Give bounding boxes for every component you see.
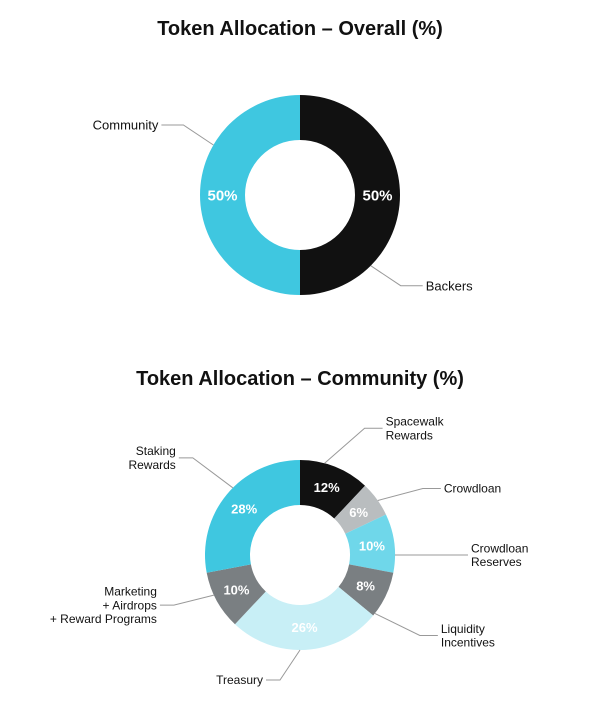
slice-percent-label: 10% <box>359 538 385 553</box>
slice-category-label: LiquidityIncentives <box>441 622 495 650</box>
slice-category-label: Treasury <box>216 673 263 687</box>
slice-category-label: SpacewalkRewards <box>386 415 445 443</box>
slice-percent-label: 6% <box>349 505 368 520</box>
slice-percent-label: 12% <box>314 480 340 495</box>
donut-slice <box>205 460 300 573</box>
slice-category-label: Crowdloan <box>444 482 501 496</box>
leader-line <box>378 489 441 501</box>
page: Token Allocation – Overall (%) 50%50%Bac… <box>0 0 600 702</box>
leader-line <box>160 595 214 605</box>
slice-category-label: CrowdloanReserves <box>471 541 528 569</box>
slice-category-label: Community <box>93 118 159 133</box>
chart2-donut: 12% 6% 10% 8% 26% 10% 28% SpacewalkRewards Crowd… <box>0 360 600 702</box>
slice-percent-label: 28% <box>231 501 257 516</box>
leader-line <box>179 458 233 488</box>
slice-percent-label: 26% <box>292 620 318 635</box>
slice-percent-label: 50% <box>362 187 392 204</box>
leader-line <box>371 266 423 286</box>
leader-line <box>161 125 213 145</box>
chart1-donut: 50% 50% Backers Community <box>0 0 600 360</box>
slice-category-label: StakingRewards <box>128 444 175 472</box>
slice-category-label: Marketing+ Airdrops+ Reward Programs <box>50 585 157 627</box>
slice-category-label: Backers <box>426 278 473 293</box>
slice-percent-label: 8% <box>356 578 375 593</box>
slice-percent-label: 50% <box>207 187 237 204</box>
leader-line <box>325 428 383 463</box>
leader-line <box>266 650 300 680</box>
slice-percent-label: 10% <box>223 582 249 597</box>
leader-line <box>375 613 438 635</box>
